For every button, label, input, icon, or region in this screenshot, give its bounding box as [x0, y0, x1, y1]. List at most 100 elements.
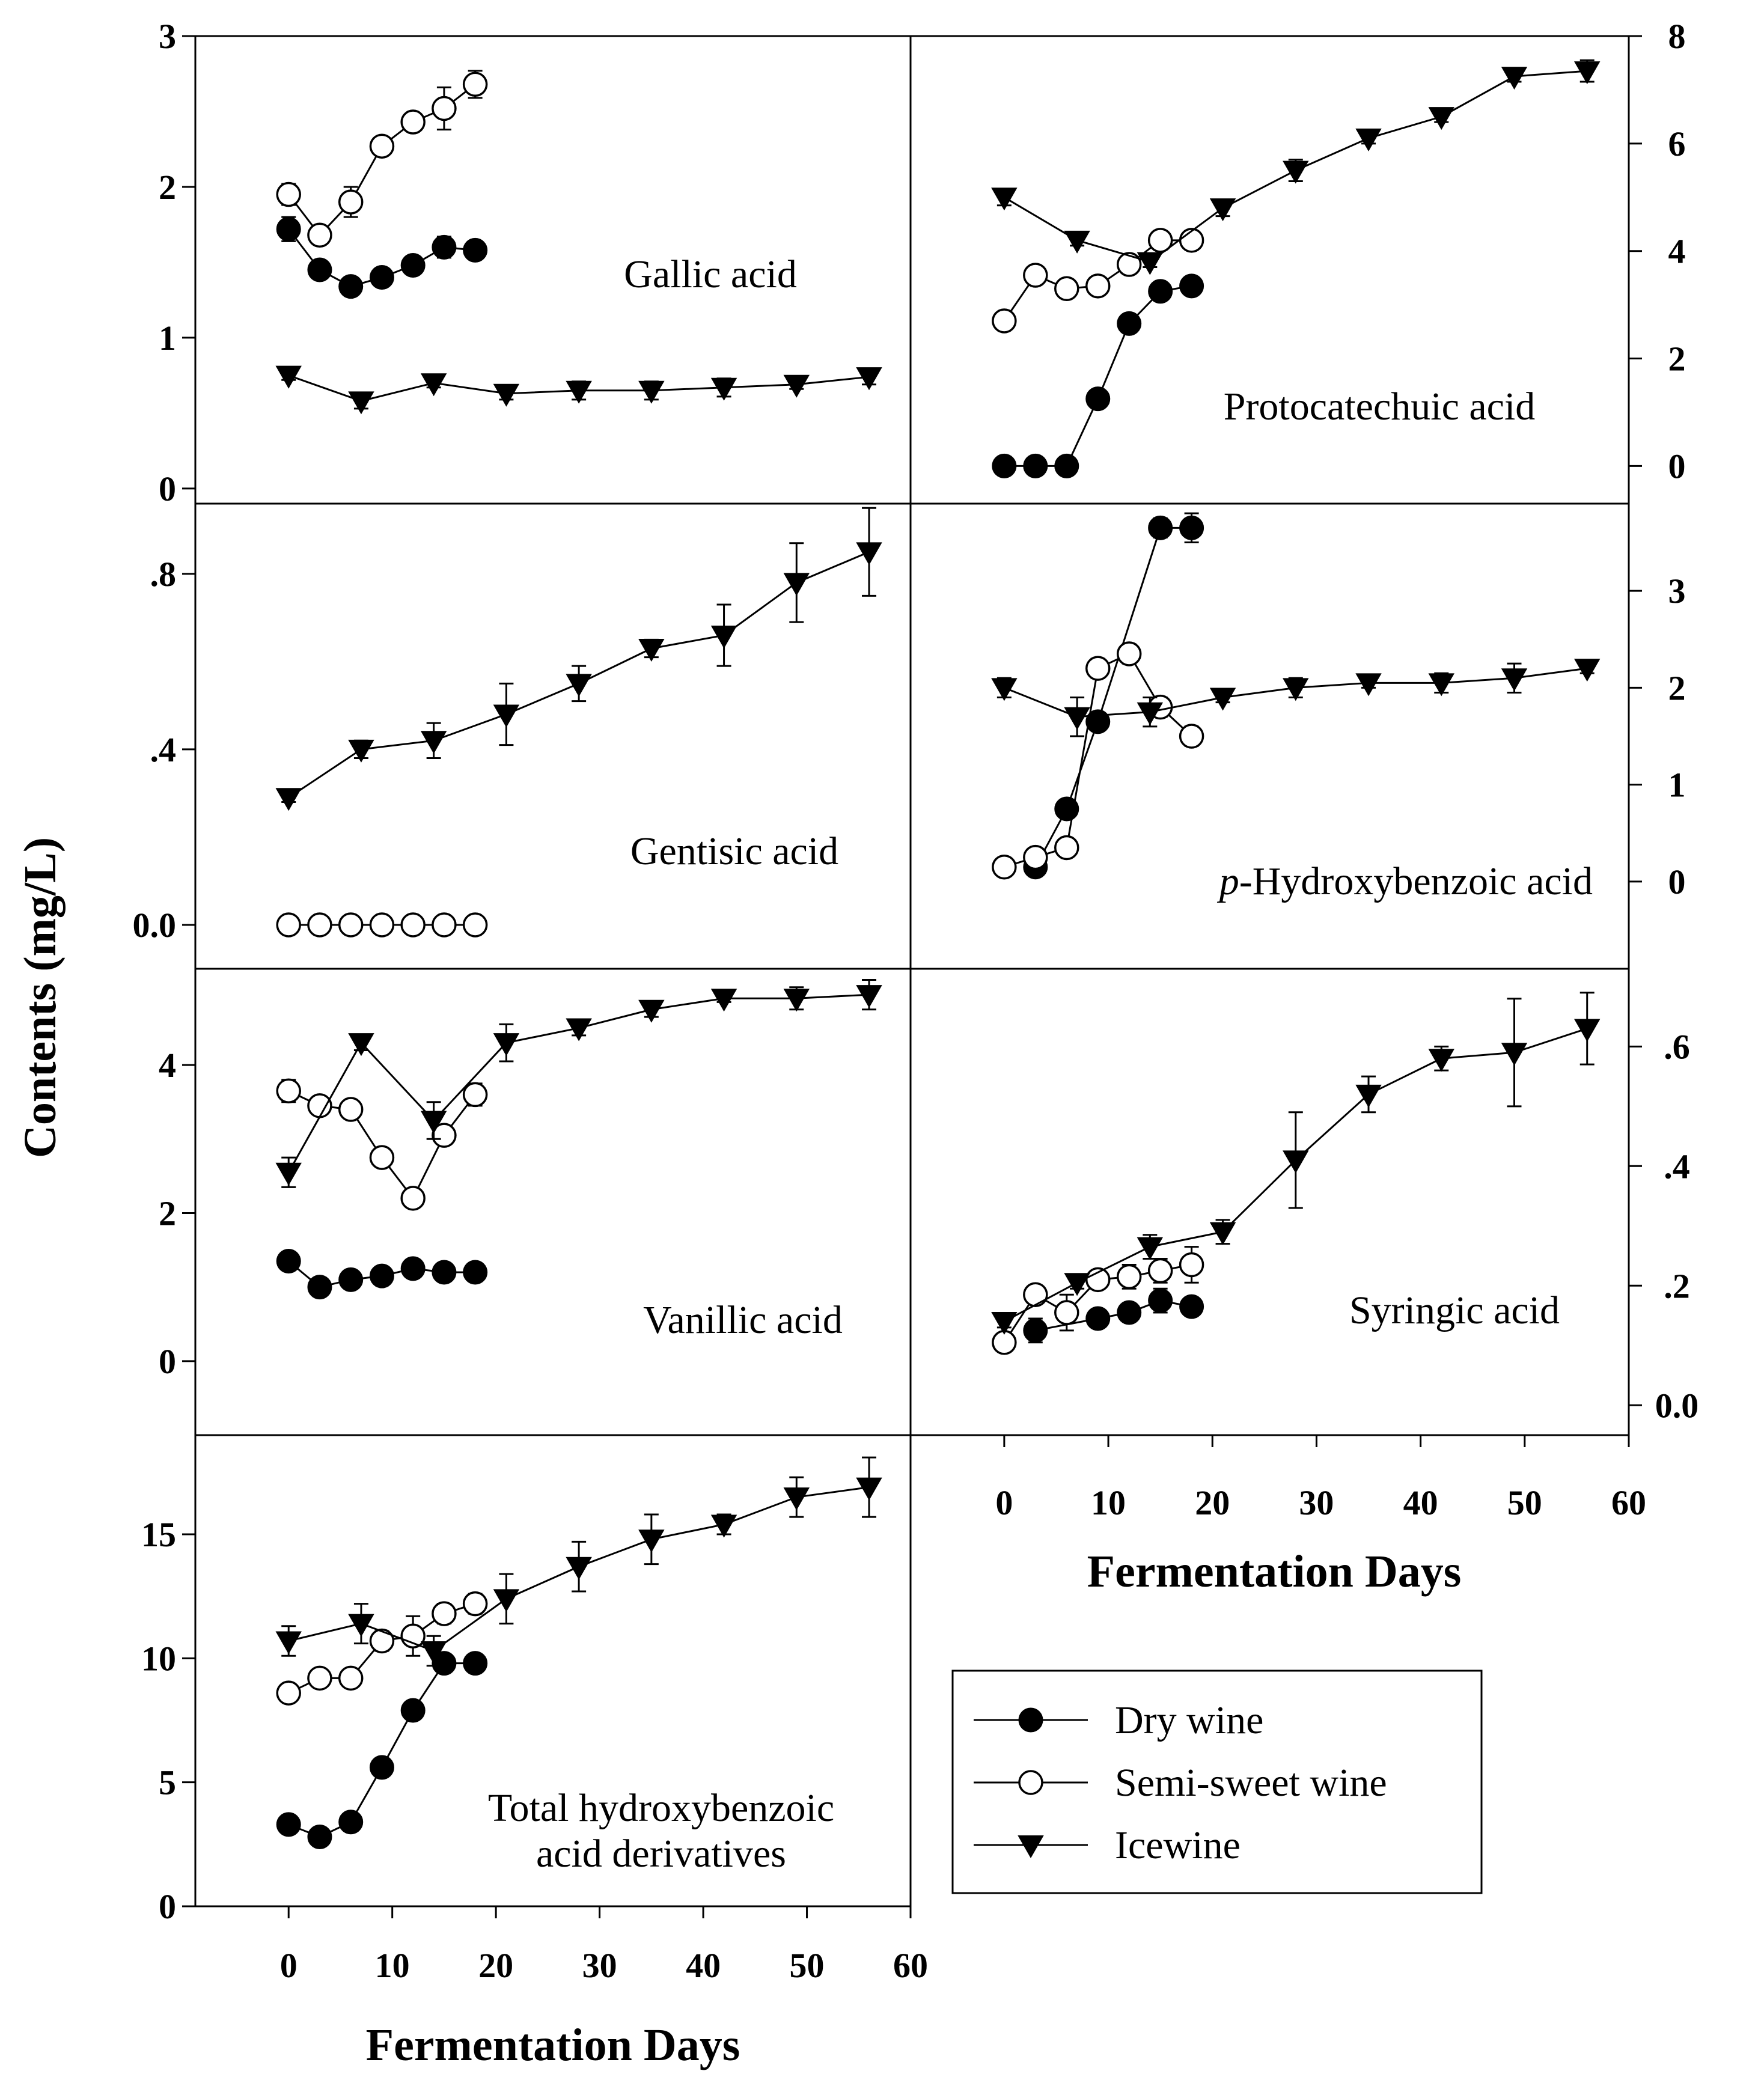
y-tick-label-gallic: 2	[159, 168, 176, 207]
marker-semi-sweet-wine	[1054, 276, 1079, 302]
x-tick-label-total: 0	[280, 1946, 298, 1985]
y-tick-label-syringic: .2	[1664, 1266, 1690, 1305]
marker-semi-sweet-wine	[462, 1591, 488, 1617]
y-tick-label-protocatechuic: 6	[1668, 124, 1686, 163]
marker-icewine	[710, 377, 737, 401]
marker-semi-sweet-wine	[338, 1097, 364, 1122]
marker-icewine	[638, 999, 665, 1023]
marker-semi-sweet-wine	[400, 109, 426, 135]
marker-dry-wine	[463, 1260, 488, 1285]
marker-semi-sweet-wine	[432, 1601, 457, 1626]
panel-title-total: acid derivatives	[536, 1832, 786, 1876]
panel-syringic: 0.0 .2 .4 .6 0 10 20 30 40 50 60 Syringic acid	[909, 968, 1698, 1522]
marker-icewine	[783, 573, 810, 596]
y-tick-label-gallic: 1	[159, 319, 176, 358]
marker-semi-sweet-wine	[276, 181, 301, 207]
panel-frame-protocatechuic	[909, 35, 1630, 505]
panel-title-phydroxybenzoic: p-Hydroxybenzoic acid	[1217, 859, 1593, 903]
y-tick-label-vanillic: 0	[159, 1342, 176, 1381]
marker-icewine	[1209, 198, 1236, 222]
marker-dry-wine	[369, 265, 394, 290]
panel-total: 0 5 10 15 0 10 20 30 40 50 60 Total hydroxybenzoica…	[141, 1434, 928, 1985]
marker-icewine	[638, 1529, 665, 1553]
marker-semi-sweet-wine	[1085, 1267, 1111, 1293]
panel-frame-vanillic	[194, 968, 912, 1436]
y-tick-label-syringic: .6	[1664, 1027, 1690, 1066]
marker-icewine	[1137, 252, 1164, 275]
y-tick-label-total: 5	[159, 1763, 176, 1802]
marker-semi-sweet-wine	[276, 912, 301, 938]
marker-icewine	[1501, 668, 1528, 692]
marker-semi-sweet-wine	[1179, 228, 1204, 253]
panel-vanillic: 0 2 4 Vanillic acid	[159, 968, 912, 1436]
x-axis-title-right: Fermentation Days	[1087, 1546, 1462, 1597]
marker-icewine	[348, 1033, 374, 1057]
marker-icewine	[275, 1631, 302, 1654]
marker-icewine	[493, 1033, 520, 1057]
marker-dry-wine	[307, 257, 332, 282]
marker-icewine	[1064, 230, 1090, 254]
marker-icewine	[1283, 1150, 1309, 1174]
x-tick-label-total: 40	[686, 1946, 721, 1985]
marker-icewine	[1428, 107, 1454, 130]
marker-semi-sweet-wine	[432, 912, 457, 938]
marker-icewine	[1355, 673, 1382, 697]
marker-dry-wine	[992, 453, 1017, 478]
panel-frame-total	[194, 1434, 912, 1908]
marker-semi-sweet-wine	[1116, 641, 1142, 666]
y-tick-label-total: 0	[159, 1887, 176, 1926]
marker-icewine	[493, 1589, 520, 1612]
marker-icewine	[275, 1162, 302, 1186]
marker-dry-wine	[1023, 453, 1048, 478]
marker-semi-sweet-wine	[462, 1082, 488, 1108]
x-tick-label-syringic: 0	[995, 1483, 1013, 1522]
marker-dry-wine	[400, 1698, 426, 1723]
marker-icewine	[1574, 659, 1601, 682]
marker-icewine	[783, 989, 810, 1012]
marker-semi-sweet-wine	[992, 308, 1017, 334]
marker-icewine	[710, 989, 737, 1012]
marker-dry-wine	[1085, 386, 1111, 412]
panel-title-italic-prefix: p	[1217, 859, 1239, 903]
y-tick-label-gentisic: .8	[150, 555, 177, 594]
y-tick-label-protocatechuic: 2	[1668, 340, 1686, 379]
legend-marker	[1018, 1835, 1044, 1859]
marker-icewine	[1283, 160, 1309, 184]
panel-frame-gallic	[194, 35, 912, 505]
marker-icewine	[493, 383, 520, 407]
marker-icewine	[638, 638, 665, 662]
marker-semi-sweet-wine	[462, 72, 488, 97]
marker-icewine	[1283, 678, 1309, 701]
marker-dry-wine	[400, 252, 426, 278]
panel-phydroxybenzoic: 0 1 2 3 p-Hydroxybenzoic acid	[909, 502, 1686, 970]
marker-dry-wine	[276, 1812, 301, 1837]
marker-icewine	[493, 704, 520, 728]
marker-dry-wine	[1054, 453, 1079, 478]
x-tick-label-syringic: 40	[1403, 1483, 1438, 1522]
marker-semi-sweet-wine	[1054, 835, 1079, 861]
legend-label: Dry wine	[1115, 1698, 1263, 1742]
marker-semi-sweet-wine	[1023, 844, 1048, 870]
marker-semi-sweet-wine	[369, 1145, 395, 1170]
marker-dry-wine	[369, 1263, 394, 1288]
y-tick-label-vanillic: 2	[159, 1194, 176, 1233]
marker-icewine	[783, 374, 810, 398]
marker-dry-wine	[1117, 311, 1142, 336]
marker-icewine	[991, 188, 1018, 211]
marker-semi-sweet-wine	[992, 854, 1017, 880]
marker-icewine	[420, 373, 447, 397]
marker-semi-sweet-wine	[1179, 724, 1204, 749]
marker-semi-sweet-wine	[432, 1123, 457, 1148]
marker-semi-sweet-wine	[400, 1186, 426, 1211]
marker-semi-sweet-wine	[276, 1680, 301, 1706]
marker-icewine	[638, 380, 665, 404]
marker-dry-wine	[307, 1824, 332, 1849]
series-line-semi-sweet-wine	[1004, 653, 1192, 868]
y-tick-label-phydroxybenzoic: 0	[1668, 862, 1686, 901]
y-tick-label-phydroxybenzoic: 2	[1668, 668, 1686, 707]
panel-gentisic: 0.0 .4 .8 Gentisic acid	[133, 502, 912, 970]
x-tick-label-syringic: 20	[1195, 1483, 1230, 1522]
x-tick-label-total: 20	[478, 1946, 513, 1985]
